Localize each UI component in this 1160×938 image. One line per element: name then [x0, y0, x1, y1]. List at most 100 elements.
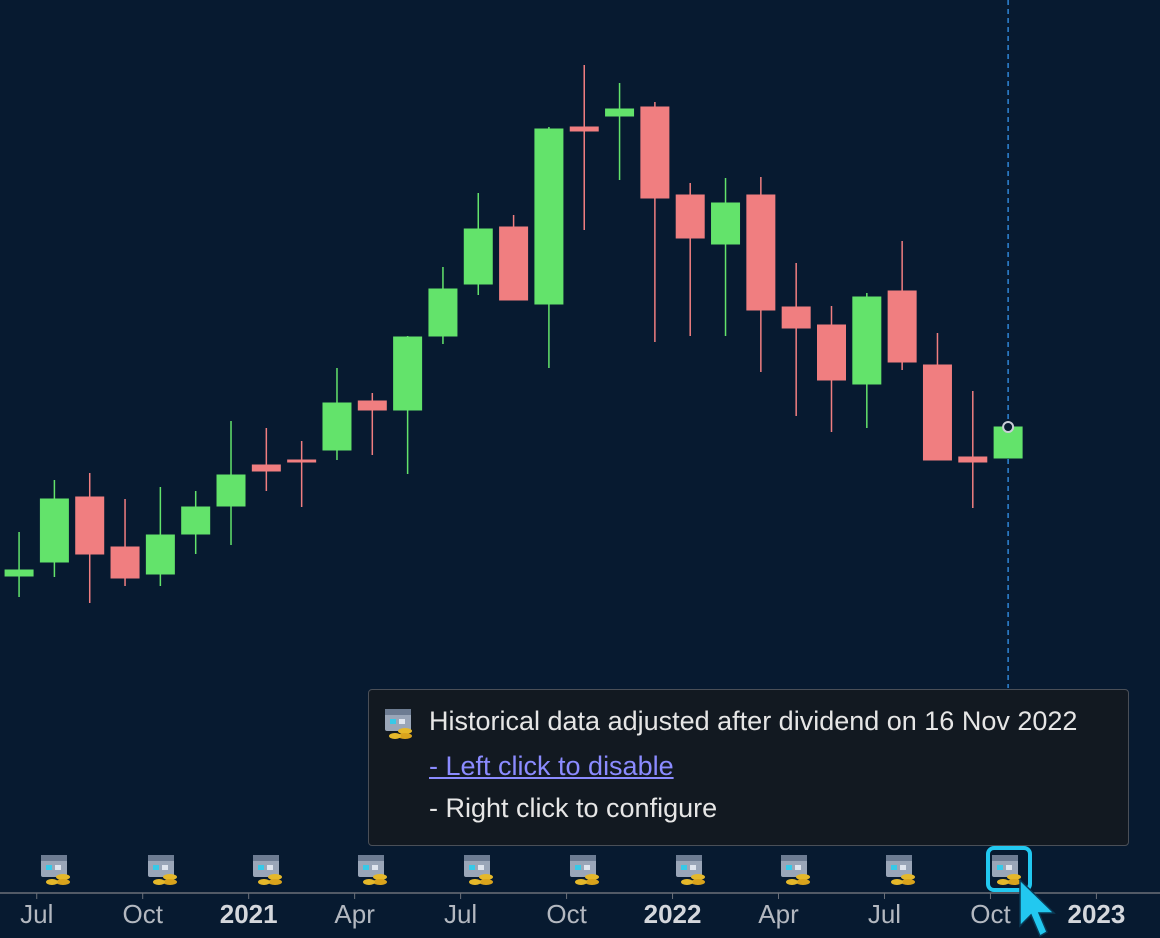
- icon-highlight: [986, 846, 1032, 892]
- icon-part: [41, 855, 67, 861]
- x-tick-label: Apr: [334, 899, 375, 929]
- icon-part: [46, 865, 52, 870]
- candle-body: [816, 324, 846, 381]
- icon-part: [363, 865, 369, 870]
- candle-body: [145, 534, 175, 575]
- icon-part: [900, 865, 906, 870]
- dividend-icon: [41, 855, 70, 885]
- x-tick-label: 2022: [644, 899, 702, 929]
- crosshair-dot: [1002, 421, 1015, 433]
- icon-part: [786, 879, 798, 885]
- icon-part: [575, 865, 581, 870]
- candle-body: [216, 474, 246, 507]
- icon-part: [258, 879, 270, 885]
- icon-part: [1006, 865, 1012, 870]
- candle-body: [922, 364, 952, 461]
- icon-part: [886, 855, 912, 861]
- candle-body: [605, 108, 635, 117]
- x-tick-label: 2023: [1067, 899, 1125, 929]
- icon-part: [676, 855, 702, 861]
- icon-part: [681, 879, 693, 885]
- icon-part: [268, 874, 282, 880]
- icon-part: [163, 879, 177, 885]
- icon-part: [992, 855, 1018, 861]
- candle-body: [463, 228, 493, 285]
- icon-part: [162, 865, 168, 870]
- candle-body: [287, 459, 317, 463]
- candle-body: [393, 336, 423, 411]
- icon-part: [901, 874, 915, 880]
- candle-body: [640, 106, 670, 199]
- candle-body: [75, 496, 105, 555]
- candle-body: [887, 290, 917, 363]
- icon-part: [46, 879, 58, 885]
- disable-link[interactable]: - Left click to disable: [429, 751, 674, 781]
- icon-part: [469, 879, 481, 885]
- dividend-icon: [781, 855, 810, 885]
- x-tick-label: Jul: [868, 899, 901, 929]
- tooltip: Historical data adjusted after dividend …: [368, 689, 1129, 846]
- icon-part: [363, 879, 375, 885]
- dividend-icon: [148, 855, 177, 885]
- dividend-icon: [676, 855, 705, 885]
- icon-part: [373, 879, 387, 885]
- icon-part: [786, 865, 792, 870]
- candle-body: [534, 128, 564, 305]
- candle-body: [675, 194, 705, 239]
- dividend-icon: [385, 709, 412, 739]
- candle-body: [499, 226, 529, 301]
- icon-part: [153, 879, 165, 885]
- x-tick-label: Apr: [758, 899, 799, 929]
- icon-part: [358, 855, 384, 861]
- tooltip-note: - Right click to configure: [429, 793, 718, 823]
- x-tick-label: Jul: [444, 899, 477, 929]
- icon-part: [1007, 879, 1021, 885]
- icon-part: [691, 879, 705, 885]
- icon-part: [584, 865, 590, 870]
- icon-part: [258, 865, 264, 870]
- icon-part: [575, 879, 587, 885]
- icon-part: [464, 855, 490, 861]
- candle-body: [251, 464, 281, 472]
- icon-part: [681, 865, 687, 870]
- candle-body: [958, 456, 988, 463]
- dividend-icon: [253, 855, 282, 885]
- x-tick-label: Oct: [970, 899, 1011, 929]
- icon-part: [691, 874, 705, 880]
- icon-part: [267, 865, 273, 870]
- candle-body: [4, 569, 34, 577]
- icon-part: [796, 874, 810, 880]
- icon-part: [891, 865, 897, 870]
- icon-part: [997, 879, 1009, 885]
- x-tick-label: Oct: [122, 899, 163, 929]
- icon-part: [153, 865, 159, 870]
- icon-part: [148, 855, 174, 861]
- x-tick-label: Oct: [546, 899, 587, 929]
- icon-part: [781, 855, 807, 861]
- icon-part: [469, 865, 475, 870]
- candle-body: [428, 288, 458, 337]
- icon-part: [479, 879, 493, 885]
- icon-part: [479, 874, 493, 880]
- candle-body: [852, 296, 882, 385]
- dividend-icon: [358, 855, 387, 885]
- x-tick-label: Jul: [20, 899, 53, 929]
- icon-part: [253, 855, 279, 861]
- icon-part: [997, 865, 1003, 870]
- dividend-icon: [986, 846, 1032, 892]
- icon-part: [163, 874, 177, 880]
- candle-body: [39, 498, 69, 563]
- icon-part: [372, 865, 378, 870]
- icon-part: [1007, 874, 1021, 880]
- candle-body: [322, 402, 352, 451]
- candle-body: [711, 202, 741, 245]
- icon-part: [690, 865, 696, 870]
- icon-part: [585, 879, 599, 885]
- mouse-cursor: [1019, 878, 1056, 938]
- dividend-icon: [886, 855, 915, 885]
- candle-body: [110, 546, 140, 579]
- icon-part: [373, 874, 387, 880]
- candle-body: [569, 126, 599, 132]
